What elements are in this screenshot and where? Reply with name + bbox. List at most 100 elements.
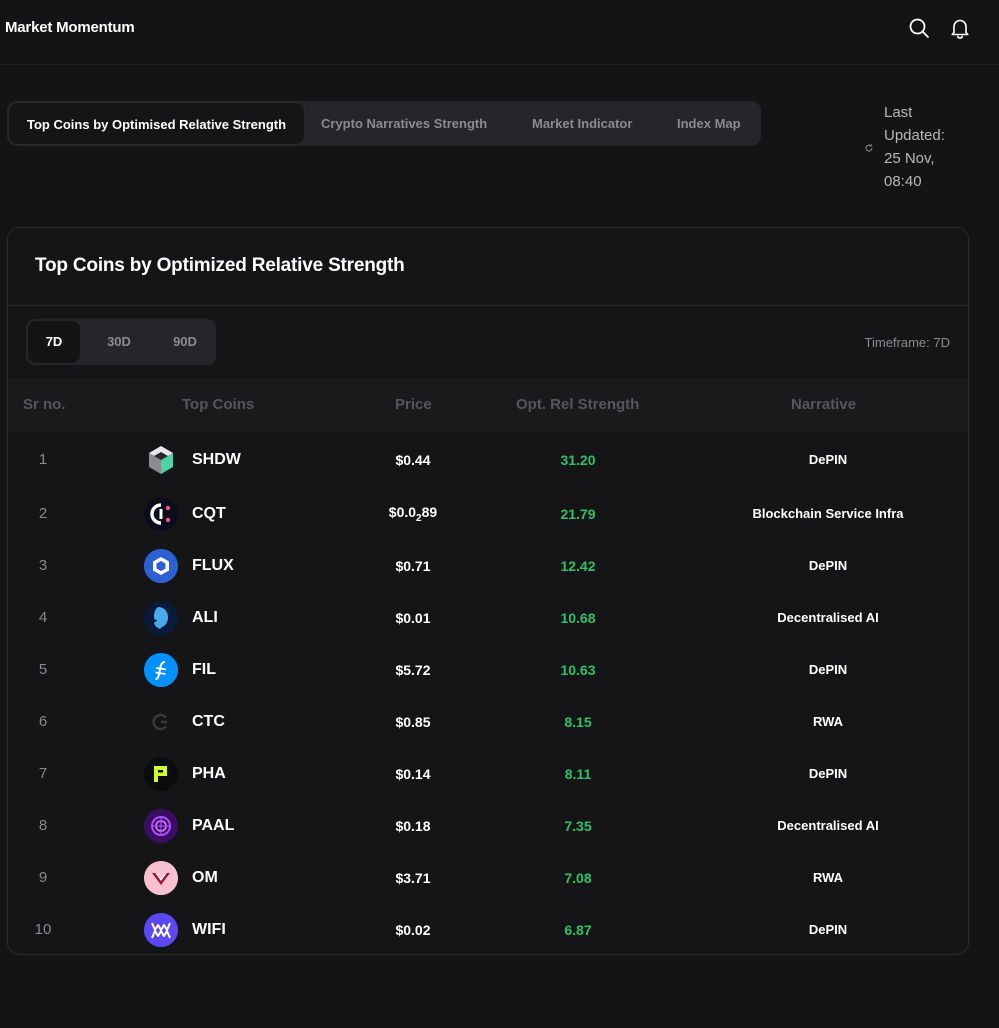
row-narrative: Decentralised AI <box>777 610 879 625</box>
period-toggle: 7D 30D 90D <box>26 319 216 365</box>
row-symbol: PAAL <box>192 817 235 834</box>
shdw-logo-icon <box>144 443 178 477</box>
row-strength: 10.68 <box>560 610 596 626</box>
ctc-logo-icon <box>144 705 178 739</box>
row-price: $0.85 <box>395 714 431 730</box>
row-strength: 21.79 <box>560 506 596 522</box>
timeframe-label: Timeframe: 7D <box>864 335 950 350</box>
top-coins-card: Top Coins by Optimized Relative Strength… <box>7 227 969 955</box>
row-symbol: CQT <box>192 505 226 522</box>
row-symbol: WIFI <box>192 921 226 938</box>
row-narrative: DePIN <box>808 766 848 781</box>
tab-crypto-narratives[interactable]: Crypto Narratives Strength <box>321 116 488 131</box>
bell-icon[interactable] <box>948 16 972 40</box>
row-strength: 6.87 <box>564 922 592 938</box>
period-90d-button[interactable]: 90D <box>173 334 197 349</box>
period-30d-button[interactable]: 30D <box>107 334 131 349</box>
table-header: Sr no. Top Coins Price Opt. Rel Strength… <box>8 378 968 432</box>
row-symbol: SHDW <box>192 451 241 468</box>
row-price: $5.72 <box>395 662 431 678</box>
row-sr: 5 <box>38 661 48 678</box>
table-row[interactable]: 4 ALI $0.01 10.68 Decentralised AI <box>8 592 968 644</box>
row-strength: 12.42 <box>560 558 596 574</box>
row-narrative: DePIN <box>808 452 848 467</box>
row-price: $0.0289 <box>363 488 463 540</box>
table-row[interactable]: 8 PAAL $0.18 7.35 Decentralised AI <box>8 800 968 852</box>
row-price: $0.02 <box>395 922 431 938</box>
row-price: $0.18 <box>395 818 431 834</box>
row-strength: 10.63 <box>560 662 596 678</box>
app-title: Market Momentum <box>5 19 135 36</box>
row-price: $3.71 <box>395 870 431 886</box>
top-bar: Market Momentum <box>0 0 999 65</box>
row-symbol: OM <box>192 869 218 886</box>
ali-logo-icon <box>144 601 178 635</box>
row-narrative: DePIN <box>808 922 848 937</box>
row-symbol: CTC <box>192 713 225 730</box>
main-tabs: Top Coins by Optimised Relative Strength… <box>7 101 761 146</box>
divider <box>8 305 968 306</box>
row-sr: 4 <box>38 609 48 626</box>
paal-logo-icon <box>144 809 178 843</box>
row-sr: 3 <box>38 557 48 574</box>
row-symbol: FLUX <box>192 557 234 574</box>
row-sr: 8 <box>38 817 48 834</box>
row-strength: 31.20 <box>560 452 596 468</box>
flux-logo-icon <box>144 549 178 583</box>
table-row[interactable]: 3 FLUX $0.71 12.42 DePIN <box>8 540 968 592</box>
row-symbol: ALI <box>192 609 218 626</box>
refresh-icon[interactable] <box>864 140 874 152</box>
table-row[interactable]: 5 FIL $5.72 10.63 DePIN <box>8 644 968 696</box>
last-updated-label: Last Updated: <box>884 104 945 144</box>
table-row[interactable]: 1 SHDW $0.44 31.20 DePIN <box>8 434 968 486</box>
card-title: Top Coins by Optimized Relative Strength <box>35 255 405 276</box>
row-sr: 2 <box>38 505 48 522</box>
row-narrative: Decentralised AI <box>777 818 879 833</box>
last-updated-date: 25 Nov, <box>884 150 935 167</box>
om-logo-icon <box>144 861 178 895</box>
row-strength: 8.11 <box>564 766 592 782</box>
row-symbol: FIL <box>192 661 216 678</box>
row-price: $0.01 <box>395 610 431 626</box>
col-price: Price <box>395 396 432 413</box>
row-price: $0.71 <box>395 558 431 574</box>
row-strength: 7.08 <box>564 870 592 886</box>
pha-logo-icon <box>144 757 178 791</box>
period-7d-button[interactable]: 7D <box>28 321 80 363</box>
col-top-coins: Top Coins <box>182 396 255 413</box>
tab-market-indicator[interactable]: Market Indicator <box>532 116 633 131</box>
row-price: $0.44 <box>395 452 431 468</box>
fil-logo-icon <box>144 653 178 687</box>
table-row[interactable]: 9 OM $3.71 7.08 RWA <box>8 852 968 904</box>
search-icon[interactable] <box>907 16 931 40</box>
row-sr: 10 <box>34 921 52 938</box>
row-price-prefix: $0.0 <box>388 504 417 520</box>
last-updated: Last Updated: 25 Nov, 08:40 <box>884 101 964 193</box>
row-price: $0.14 <box>395 766 431 782</box>
row-sr: 6 <box>38 713 48 730</box>
wifi-logo-icon <box>144 913 178 947</box>
tab-top-coins[interactable]: Top Coins by Optimised Relative Strength <box>8 102 305 145</box>
last-updated-time: 08:40 <box>884 173 922 190</box>
row-narrative: RWA <box>812 870 844 885</box>
col-sr-no: Sr no. <box>23 396 66 413</box>
row-narrative: DePIN <box>808 662 848 677</box>
row-strength: 8.15 <box>564 714 592 730</box>
row-narrative: Blockchain Service Infra <box>752 506 904 521</box>
row-symbol: PHA <box>192 765 226 782</box>
table-row[interactable]: 7 PHA $0.14 8.11 DePIN <box>8 748 968 800</box>
table-row[interactable]: 6 CTC $0.85 8.15 RWA <box>8 696 968 748</box>
row-sr: 1 <box>38 451 48 468</box>
row-strength: 7.35 <box>564 818 592 834</box>
row-sr: 9 <box>38 869 48 886</box>
col-opt-rel-strength: Opt. Rel Strength <box>516 396 640 413</box>
tab-index-map[interactable]: Index Map <box>677 116 741 131</box>
row-narrative: DePIN <box>808 558 848 573</box>
row-narrative: RWA <box>812 714 844 729</box>
row-price-suffix: 89 <box>421 504 438 520</box>
row-sr: 7 <box>38 765 48 782</box>
col-narrative: Narrative <box>791 396 857 413</box>
table-row[interactable]: 10 WIFI $0.02 6.87 DePIN <box>8 904 968 954</box>
table-row[interactable]: 2 CQT $0.0289 21.79 Blockchain Service I… <box>8 488 968 540</box>
cqt-logo-icon <box>144 497 178 531</box>
